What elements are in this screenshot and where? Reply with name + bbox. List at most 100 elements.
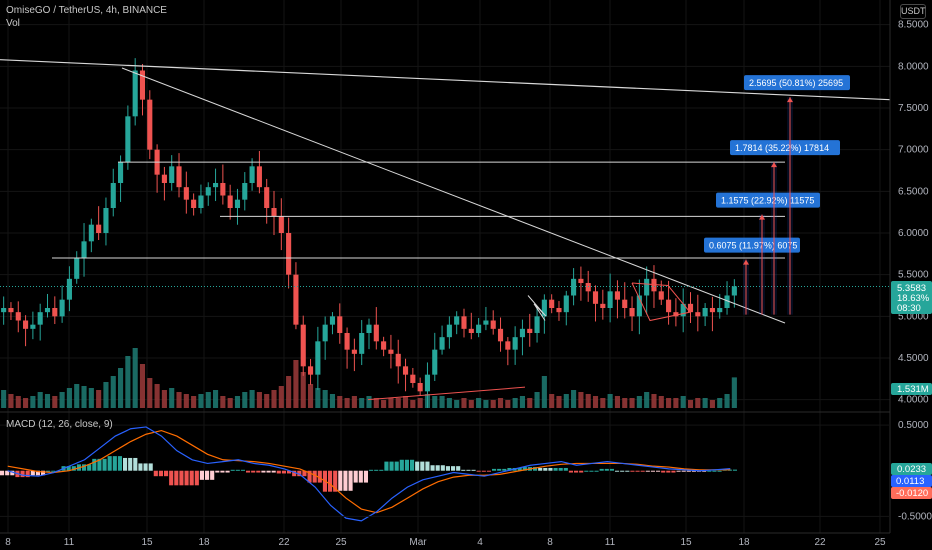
- macd-hist-bar: [41, 470, 46, 476]
- candle-body: [249, 166, 255, 183]
- candle-body: [527, 328, 533, 333]
- measure-label-box: [744, 75, 850, 91]
- volume-bar: [212, 390, 219, 408]
- currency-button[interactable]: USDT: [900, 4, 926, 19]
- macd-tag-signal: 0.0113: [896, 476, 924, 487]
- volume-bar: [476, 398, 482, 408]
- macd-signal-line: [7, 429, 731, 514]
- macd-hist-bar: [466, 469, 471, 471]
- macd-hist-bar: [363, 470, 368, 483]
- macd-hist-bar: [369, 469, 374, 471]
- volume-bar: [578, 392, 584, 408]
- candle-body: [293, 274, 299, 325]
- macd-hist-bar: [51, 470, 56, 472]
- price-axis[interactable]: 8.5000 8.0000 7.5000 7.0000 6.5000 6.0000 5.50…: [898, 20, 929, 406]
- candle-body: [271, 208, 277, 217]
- volume-bar: [702, 398, 708, 408]
- candle-body: [490, 320, 496, 329]
- macd-hist-bar: [174, 470, 179, 486]
- candle-body: [651, 278, 657, 292]
- macd-tick-label: -0.5000: [898, 511, 932, 522]
- current-price-value: 5.3583: [897, 283, 926, 294]
- macd-hist-bar: [292, 470, 297, 477]
- candle-body: [74, 258, 80, 279]
- candle-body: [519, 328, 526, 338]
- candle-body: [344, 333, 350, 350]
- symbol-legend[interactable]: OmiseGO / TetherUS, 4h, BINANCE: [6, 5, 167, 16]
- volume-bar: [439, 396, 445, 408]
- macd-hist-bar: [620, 470, 625, 472]
- macd-hist-bar: [615, 470, 620, 472]
- volume-bar: [695, 398, 701, 408]
- volume-bar: [381, 400, 387, 408]
- volume-bar: [205, 392, 211, 408]
- price-tick-label: 8.5000: [898, 20, 929, 31]
- macd-hist-bar: [251, 470, 256, 473]
- measure-label: 0.6075 (11.97%) 6075: [709, 241, 797, 251]
- macd-hist-bar: [25, 470, 30, 478]
- volume-tag-value: 1.531M: [897, 384, 929, 395]
- measure-label: 2.5695 (50.81%) 25695: [749, 78, 843, 88]
- macd-hist-bar: [563, 467, 568, 471]
- price-tick-label: 4.5000: [898, 353, 929, 364]
- measure-label-box: [716, 192, 820, 208]
- candle-body: [23, 320, 29, 329]
- macd-hist-bar: [169, 470, 174, 486]
- time-tick-label: 25: [874, 537, 886, 548]
- time-axis[interactable]: 8 11 15 18 22 25 Mar 4 8 11 15 18 22 25: [5, 537, 886, 548]
- macd-lines: [7, 426, 731, 522]
- macd-hist-bar: [543, 467, 548, 471]
- macd-hist-bar: [702, 470, 707, 472]
- macd-hist-bar: [445, 466, 450, 471]
- macd-hist-bar: [133, 457, 138, 471]
- macd-hist-bar: [594, 470, 599, 472]
- macd-hist-bar: [246, 470, 251, 473]
- macd-hist-bar: [348, 470, 353, 491]
- macd-hist-bar: [707, 470, 712, 472]
- price-tick-label: 5.5000: [898, 270, 929, 281]
- macd-hist-bar: [164, 470, 169, 477]
- candle-body: [161, 174, 167, 183]
- candle-body: [300, 324, 306, 367]
- time-tick-label: 8: [547, 537, 553, 548]
- volume-bar: [198, 394, 204, 408]
- macd-hist-bar: [507, 467, 512, 471]
- price-tick-label: 6.0000: [898, 228, 929, 239]
- volume-bar: [388, 398, 394, 408]
- volume-bar: [300, 372, 306, 408]
- macd-hist-bar: [0, 470, 5, 476]
- trendline-descending: [121, 67, 786, 324]
- macd-hist-bar: [338, 470, 343, 491]
- macd-hist-bar: [599, 468, 604, 471]
- volume-bar: [519, 396, 526, 408]
- candle-body: [658, 291, 664, 300]
- volume-bar: [563, 394, 569, 408]
- macd-hist-bar: [184, 470, 189, 486]
- macd-legend[interactable]: MACD (12, 26, close, 9): [6, 419, 113, 430]
- price-tick-label: 7.0000: [898, 145, 929, 156]
- macd-axis[interactable]: 0.5000 -0.5000: [0, 420, 932, 522]
- macd-hist-bar: [97, 458, 102, 471]
- macd-hist-bar: [686, 470, 691, 472]
- trendline-upper: [0, 59, 891, 101]
- candle-body: [600, 303, 606, 308]
- volume-bar: [169, 388, 175, 408]
- macd-hist-bar: [276, 470, 281, 474]
- measure-label-box: [730, 140, 840, 156]
- candle-body: [286, 233, 292, 275]
- macd-hist-bar: [548, 467, 553, 471]
- macd-hist-bar: [205, 470, 210, 480]
- macd-hist-bar: [389, 461, 394, 471]
- volume-bar: [505, 400, 511, 408]
- macd-hist-bar: [481, 470, 486, 472]
- volume-bar: [417, 398, 423, 408]
- volume-legend[interactable]: Vol: [6, 18, 20, 29]
- volume-bar: [709, 400, 715, 408]
- volume-bar: [191, 396, 197, 408]
- macd-hist-bar: [584, 470, 589, 472]
- macd-hist-bar: [394, 461, 399, 471]
- macd-hist-bar: [650, 470, 655, 472]
- macd-hist-bar: [35, 470, 40, 476]
- volume-bar: [81, 386, 87, 408]
